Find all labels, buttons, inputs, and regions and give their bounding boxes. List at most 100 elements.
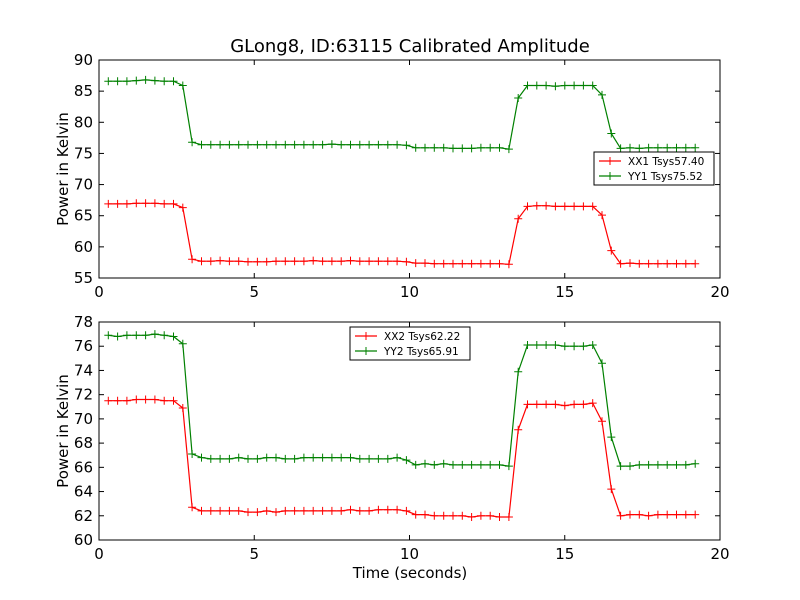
x-tick-label: 5 bbox=[249, 283, 259, 301]
data-point-marker bbox=[234, 506, 243, 515]
data-point-marker bbox=[691, 459, 700, 468]
data-point-marker bbox=[216, 506, 225, 515]
data-point-marker bbox=[626, 510, 634, 519]
data-point-marker bbox=[402, 506, 411, 515]
data-point-marker bbox=[169, 332, 178, 341]
data-point-marker bbox=[132, 395, 141, 404]
data-point-marker bbox=[598, 417, 606, 426]
data-point-marker bbox=[197, 257, 206, 266]
data-point-marker bbox=[383, 505, 392, 514]
data-point-marker bbox=[607, 485, 616, 494]
data-point-marker bbox=[542, 201, 551, 210]
data-point-marker bbox=[374, 454, 383, 463]
data-point-marker bbox=[290, 257, 299, 266]
data-point-marker bbox=[421, 459, 429, 468]
data-point-marker bbox=[523, 202, 532, 211]
data-point-marker bbox=[281, 454, 290, 463]
data-point-marker bbox=[225, 140, 234, 149]
data-point-marker bbox=[272, 453, 280, 462]
y-tick-label: 85 bbox=[74, 82, 93, 100]
data-point-marker bbox=[141, 199, 150, 208]
data-point-marker bbox=[160, 77, 169, 86]
data-point-marker bbox=[104, 77, 113, 86]
figure-title: GLong8, ID:63115 Calibrated Amplitude bbox=[230, 36, 590, 57]
data-point-marker bbox=[411, 460, 420, 469]
data-point-marker bbox=[467, 460, 476, 469]
legend-marker bbox=[606, 157, 614, 165]
data-point-marker bbox=[169, 396, 178, 405]
data-point-marker bbox=[244, 508, 252, 517]
y-tick-label: 70 bbox=[74, 176, 93, 194]
legend-label: XX1 Tsys57.40 bbox=[628, 156, 704, 168]
data-point-marker bbox=[141, 331, 150, 340]
data-point-marker bbox=[430, 259, 439, 268]
data-point-marker bbox=[644, 259, 653, 268]
data-point-marker bbox=[560, 202, 569, 211]
data-point-marker bbox=[113, 199, 122, 208]
data-point-marker bbox=[327, 453, 336, 462]
legend-marker bbox=[362, 332, 370, 340]
data-point-marker bbox=[169, 199, 178, 208]
data-point-marker bbox=[374, 140, 383, 149]
data-point-marker bbox=[188, 138, 197, 147]
data-point-marker bbox=[570, 81, 579, 90]
x-tick-label: 15 bbox=[555, 283, 574, 301]
data-point-marker bbox=[598, 90, 606, 99]
series-line bbox=[108, 398, 696, 518]
data-point-marker bbox=[691, 143, 700, 152]
y-axis-label: Power in Kelvin bbox=[54, 374, 72, 488]
data-point-marker bbox=[476, 511, 485, 520]
data-point-marker bbox=[299, 506, 308, 515]
data-point-marker bbox=[467, 144, 476, 153]
data-point-marker bbox=[160, 199, 169, 208]
data-point-marker bbox=[355, 454, 364, 463]
data-point-marker bbox=[206, 257, 215, 266]
data-point-marker bbox=[225, 454, 234, 463]
data-point-marker bbox=[532, 81, 541, 90]
data-point-marker bbox=[309, 453, 318, 462]
data-point-marker bbox=[393, 453, 402, 462]
data-point-marker bbox=[653, 259, 662, 268]
data-point-marker bbox=[644, 511, 653, 520]
data-point-marker bbox=[523, 81, 532, 90]
data-point-marker bbox=[635, 144, 644, 153]
data-point-marker bbox=[318, 257, 327, 266]
y-tick-label: 68 bbox=[74, 434, 93, 452]
data-point-marker bbox=[262, 140, 271, 149]
data-point-marker bbox=[281, 140, 290, 149]
data-point-marker bbox=[672, 259, 681, 268]
data-point-marker bbox=[663, 143, 672, 152]
data-point-marker bbox=[523, 400, 532, 409]
data-point-marker bbox=[514, 425, 523, 434]
x-tick-label: 20 bbox=[710, 283, 729, 301]
data-point-marker bbox=[486, 259, 495, 268]
data-point-marker bbox=[337, 453, 346, 462]
y-tick-label: 80 bbox=[74, 113, 93, 131]
data-point-marker bbox=[486, 143, 495, 152]
data-point-marker bbox=[672, 460, 681, 469]
data-point-marker bbox=[355, 257, 364, 266]
data-point-marker bbox=[588, 341, 597, 349]
data-point-marker bbox=[551, 341, 560, 349]
data-point-marker bbox=[104, 331, 113, 340]
data-point-marker bbox=[188, 450, 197, 458]
x-tick-label: 10 bbox=[400, 283, 419, 301]
data-point-marker bbox=[122, 199, 131, 208]
data-point-marker bbox=[365, 140, 374, 149]
data-point-marker bbox=[402, 141, 411, 150]
data-point-marker bbox=[160, 331, 169, 340]
data-point-marker bbox=[234, 453, 243, 462]
data-point-marker bbox=[150, 330, 159, 339]
data-point-marker bbox=[337, 257, 346, 266]
data-point-marker bbox=[504, 513, 513, 521]
legend: XX2 Tsys62.22 YY2 Tsys65.91 bbox=[349, 326, 471, 361]
data-point-marker bbox=[299, 257, 308, 266]
data-point-marker bbox=[616, 144, 625, 153]
y-tick-label: 75 bbox=[74, 144, 93, 162]
data-point-marker bbox=[197, 453, 206, 462]
data-point-marker bbox=[626, 143, 634, 152]
data-point-marker bbox=[411, 510, 420, 519]
data-point-marker bbox=[579, 400, 588, 409]
data-point-marker bbox=[178, 404, 187, 412]
data-point-marker bbox=[188, 255, 197, 264]
